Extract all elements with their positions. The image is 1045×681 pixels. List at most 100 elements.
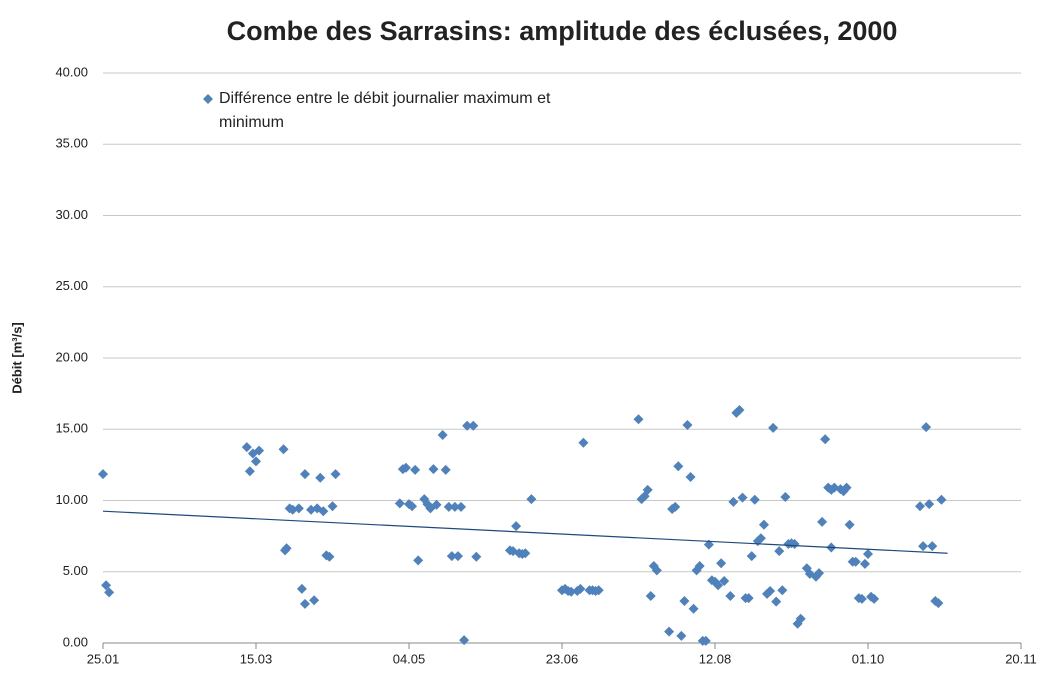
data-point bbox=[850, 556, 861, 567]
y-tick-label: 25.00 bbox=[55, 278, 88, 293]
data-point bbox=[440, 464, 451, 475]
data-point bbox=[670, 501, 681, 512]
data-point bbox=[737, 492, 748, 503]
y-axis-title: Débit [m³/s] bbox=[9, 322, 24, 394]
data-point bbox=[575, 583, 586, 594]
data-point bbox=[413, 555, 424, 566]
data-point bbox=[299, 469, 310, 480]
data-point bbox=[468, 420, 479, 431]
data-point bbox=[296, 583, 307, 594]
data-point bbox=[844, 519, 855, 530]
data-point bbox=[400, 462, 411, 473]
data-point bbox=[407, 501, 418, 512]
x-tick-label: 04.05 bbox=[393, 651, 426, 666]
y-tick-label: 5.00 bbox=[63, 563, 88, 578]
y-tick-label: 30.00 bbox=[55, 207, 88, 222]
data-point bbox=[755, 533, 766, 544]
data-point bbox=[713, 580, 724, 591]
data-point bbox=[743, 593, 754, 604]
y-tick-label: 35.00 bbox=[55, 136, 88, 151]
data-point bbox=[749, 494, 760, 505]
data-point bbox=[719, 576, 730, 587]
data-point bbox=[817, 516, 828, 527]
data-point bbox=[254, 445, 265, 456]
data-point bbox=[676, 630, 687, 641]
data-point bbox=[789, 538, 800, 549]
data-point bbox=[299, 598, 310, 609]
data-point bbox=[664, 626, 675, 637]
data-point bbox=[104, 587, 115, 598]
data-point bbox=[462, 420, 473, 431]
data-point bbox=[446, 551, 457, 562]
data-point bbox=[921, 422, 932, 433]
data-point bbox=[924, 499, 935, 510]
data-point bbox=[700, 635, 711, 646]
data-point bbox=[936, 494, 947, 505]
data-point bbox=[566, 586, 577, 597]
data-point bbox=[511, 521, 522, 532]
data-point bbox=[278, 444, 289, 455]
data-point bbox=[728, 496, 739, 507]
data-point bbox=[703, 539, 714, 550]
data-point bbox=[780, 491, 791, 502]
data-point bbox=[633, 414, 644, 425]
data-point bbox=[456, 501, 467, 512]
data-point bbox=[863, 548, 873, 559]
data-point bbox=[526, 494, 537, 505]
data-point bbox=[765, 585, 776, 596]
data-point bbox=[593, 585, 604, 596]
x-tick-label: 12.08 bbox=[699, 651, 732, 666]
data-point bbox=[814, 568, 825, 579]
data-point bbox=[437, 429, 448, 440]
data-point bbox=[820, 434, 831, 445]
x-tick-label: 20.11 bbox=[1005, 651, 1037, 666]
x-tick-label: 15.03 bbox=[240, 651, 273, 666]
data-point bbox=[716, 558, 727, 569]
data-point bbox=[927, 541, 938, 552]
data-point bbox=[327, 501, 338, 512]
data-point bbox=[685, 471, 696, 482]
data-point bbox=[682, 419, 693, 430]
x-tick-label: 25.01 bbox=[87, 651, 120, 666]
data-point bbox=[746, 551, 757, 562]
y-tick-label: 40.00 bbox=[55, 64, 88, 79]
data-point bbox=[443, 501, 454, 512]
data-point bbox=[856, 593, 867, 604]
data-point bbox=[869, 593, 880, 604]
data-point bbox=[520, 548, 531, 559]
data-point bbox=[734, 405, 745, 416]
data-point bbox=[394, 498, 405, 509]
data-point bbox=[281, 543, 292, 554]
data-point bbox=[915, 501, 926, 512]
data-point bbox=[771, 596, 782, 607]
y-tick-label: 0.00 bbox=[63, 634, 88, 649]
data-point bbox=[98, 469, 108, 480]
data-point bbox=[645, 590, 656, 601]
data-point bbox=[694, 561, 705, 572]
y-tick-label: 15.00 bbox=[55, 421, 88, 436]
data-point bbox=[309, 595, 320, 606]
data-point bbox=[768, 422, 779, 433]
data-point bbox=[452, 551, 463, 562]
data-point bbox=[758, 519, 769, 530]
data-point bbox=[428, 464, 439, 475]
data-point bbox=[725, 590, 736, 601]
data-point bbox=[673, 461, 684, 472]
legend-marker bbox=[203, 94, 213, 104]
trendline bbox=[102, 510, 948, 554]
data-point bbox=[933, 598, 944, 609]
data-point bbox=[679, 595, 690, 606]
data-point bbox=[312, 503, 323, 514]
data-point bbox=[777, 585, 788, 596]
y-tick-label: 20.00 bbox=[55, 349, 88, 364]
data-point bbox=[774, 546, 785, 557]
data-point bbox=[471, 551, 482, 562]
x-tick-label: 01.10 bbox=[852, 651, 885, 666]
chart-title: Combe des Sarrasins: amplitude des éclus… bbox=[227, 16, 898, 46]
data-point bbox=[410, 464, 421, 475]
data-point bbox=[651, 565, 662, 576]
data-point bbox=[918, 541, 929, 552]
data-point bbox=[330, 469, 341, 480]
